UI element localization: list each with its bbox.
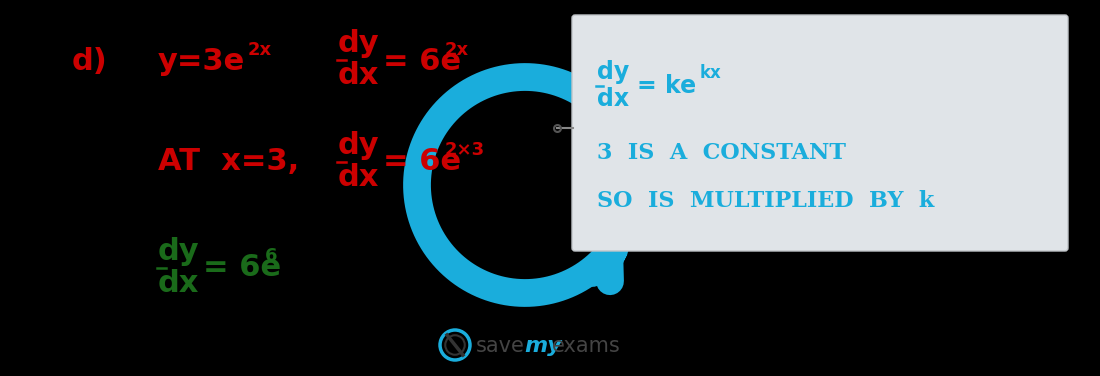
Text: dx: dx xyxy=(338,61,379,90)
Text: dy: dy xyxy=(338,131,379,160)
Text: = 6e: = 6e xyxy=(383,47,461,76)
Text: d): d) xyxy=(72,47,108,76)
Text: dx: dx xyxy=(338,163,379,192)
Text: = ke: = ke xyxy=(637,74,696,98)
Text: 6: 6 xyxy=(265,247,277,265)
Text: 3  IS  A  CONSTANT: 3 IS A CONSTANT xyxy=(597,142,846,164)
Text: exams: exams xyxy=(552,336,620,356)
Text: save: save xyxy=(476,336,525,356)
Text: AT  x=3,: AT x=3, xyxy=(158,147,299,176)
Text: 2×3: 2×3 xyxy=(446,141,485,159)
Text: dy: dy xyxy=(158,237,199,266)
Text: = 6e: = 6e xyxy=(204,253,282,282)
Text: 2x: 2x xyxy=(446,41,469,59)
Text: = 6e: = 6e xyxy=(383,147,461,176)
Text: dy: dy xyxy=(597,60,629,84)
Text: my: my xyxy=(524,336,562,356)
Text: 2x: 2x xyxy=(248,41,272,59)
Text: dx: dx xyxy=(158,269,199,298)
Text: dx: dx xyxy=(597,87,629,111)
FancyBboxPatch shape xyxy=(572,15,1068,251)
Text: SO  IS  MULTIPLIED  BY  k: SO IS MULTIPLIED BY k xyxy=(597,190,934,212)
Text: dy: dy xyxy=(338,29,379,58)
Text: y=3e: y=3e xyxy=(158,47,245,76)
Text: kx: kx xyxy=(700,64,722,82)
